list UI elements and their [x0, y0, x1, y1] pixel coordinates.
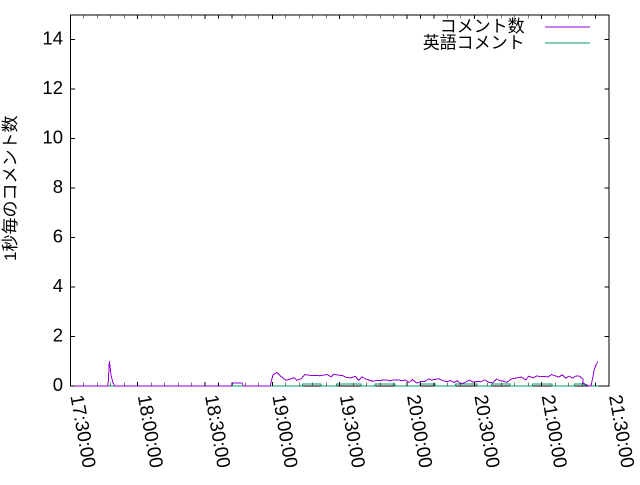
svg-text:英語コメント: 英語コメント: [423, 34, 525, 53]
svg-text:4: 4: [53, 275, 63, 296]
svg-text:8: 8: [53, 176, 63, 197]
svg-text:10: 10: [42, 127, 63, 148]
svg-text:12: 12: [42, 77, 63, 98]
svg-text:14: 14: [42, 28, 63, 49]
svg-text:0: 0: [53, 374, 63, 395]
svg-text:6: 6: [53, 226, 63, 247]
svg-text:1秒毎のコメント数: 1秒毎のコメント数: [1, 116, 20, 261]
svg-text:2: 2: [53, 325, 63, 346]
